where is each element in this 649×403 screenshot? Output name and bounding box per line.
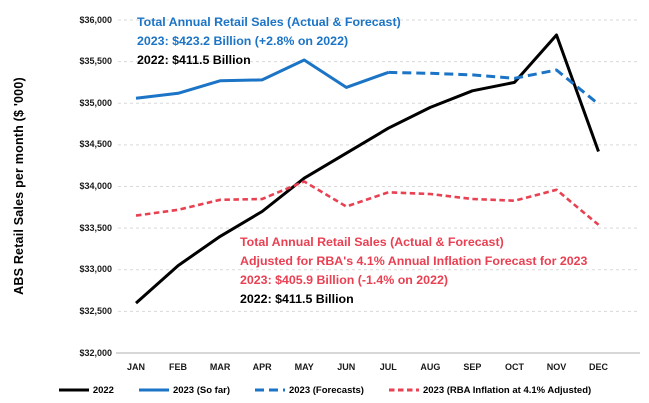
y-tick-label: $32,500 [79,305,112,316]
x-tick-label: DEC [589,362,609,372]
y-tick-label: $36,000 [79,14,112,25]
annotation-line: Total Annual Retail Sales (Actual & Fore… [137,15,401,29]
x-tick-label: MAY [294,362,314,372]
y-tick-label: $32,000 [79,347,112,358]
red-note: Total Annual Retail Sales (Actual & Fore… [240,233,587,309]
x-tick-label: JUN [337,362,356,372]
x-tick-label: NOV [546,362,567,372]
chart-legend: 2022 2023 (So far) 2023 (Forecasts) 2023 (R… [0,381,649,399]
legend-item-2023-so-far: 2023 (So far) [138,385,230,396]
series-line-2022 [135,33,600,305]
x-tick-label: OCT [504,362,524,372]
legend-label: 2023 (So far) [172,384,230,396]
series-line-2023-forecasts [388,68,600,106]
x-tick-label: SEP [463,362,482,372]
annotation-line: 2023: $405.9 Billion (-1.4% on 2022) [240,273,448,287]
x-tick-label: APR [252,362,272,372]
legend-item-2023-rba-inflation-at-4-1-adjusted: 2023 (RBA Inflation at 4.1% Adjusted) [388,385,591,396]
series-line-2023-so-far [135,58,389,100]
y-tick-label: $35,500 [79,56,112,67]
series-line-2023-rba-inflation-at-4-1-adjusted [135,180,600,226]
legend-swatch [58,388,89,392]
annotation-line: 2022: $411.5 Billion [137,53,251,67]
x-tick-label: JUL [379,362,397,372]
x-tick-label: JAN [126,362,145,372]
y-tick-label: $33,000 [79,264,112,275]
annotation-line: Adjusted for RBA's 4.1% Annual Inflation… [240,254,588,268]
legend-label: 2023 (Forecasts) [288,384,364,396]
y-tick-label: $34,000 [79,181,112,191]
x-tick-label: MAR [209,362,231,372]
legend-label: 2022 [92,384,114,396]
annotation-line: 2022: $411.5 Billion [240,292,354,306]
annotation-line: 2023: $423.2 Billion (+2.8% on 2022) [137,34,349,48]
annotation-line: Total Annual Retail Sales (Actual & Fore… [240,235,504,249]
y-tick-label: $35,000 [79,97,112,108]
y-tick-label: $34,500 [79,139,112,150]
legend-swatch [388,388,419,392]
y-tick-label: $33,500 [79,222,112,233]
x-tick-label: FEB [169,362,188,372]
legend-item-2023-forecasts: 2023 (Forecasts) [254,385,364,396]
legend-swatch [138,388,169,392]
x-tick-label: AUG [420,362,441,372]
legend-label: 2023 (RBA Inflation at 4.1% Adjusted) [422,384,592,396]
legend-swatch [254,388,285,392]
legend-item-2022: 2022 [58,385,114,396]
blue-note: Total Annual Retail Sales (Actual & Fore… [137,13,401,70]
